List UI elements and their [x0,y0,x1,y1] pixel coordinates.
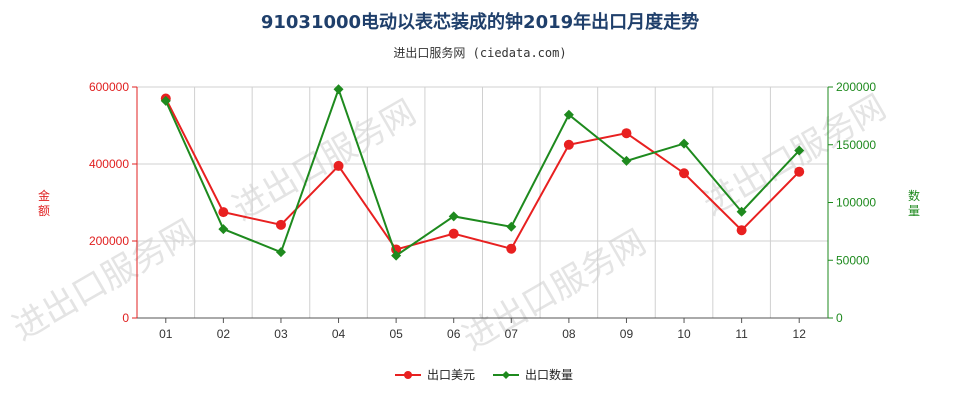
x-axis-tick-label: 01 [159,327,173,341]
data-point-1-06 [448,228,459,239]
data-point-1-12 [794,166,805,177]
legend-label-1: 出口美元 [427,368,475,382]
left-axis-tick-label: 0 [122,311,129,325]
left-axis-label: 金额 [38,188,50,218]
right-axis-tick-label: 100000 [836,196,876,210]
right-axis-tick-label: 0 [836,311,843,325]
watermark-text: 进出口服务网 [226,92,423,229]
data-point-2-10 [679,138,690,149]
left-axis-tick-label: 200000 [89,234,129,248]
x-axis-tick-label: 04 [332,327,346,341]
data-point-2-09 [621,155,632,166]
left-axis-tick-label: 400000 [89,157,129,171]
series-line-2 [164,86,800,258]
data-point-2-07 [506,221,517,232]
x-axis-tick-label: 02 [217,327,231,341]
right-axis-label: 数量 [908,188,920,218]
axis-label-char: 数 [908,188,920,203]
x-axis-tick-label: 08 [562,327,576,341]
x-axis-tick-label: 10 [677,327,691,341]
legend: 出口美元 出口数量 [395,367,573,382]
axis-label-char: 量 [908,204,920,218]
data-point-1-04 [333,160,344,171]
x-axis-tick-label: 07 [505,327,519,341]
series-line-1 [164,98,800,251]
right-axis-tick-label: 200000 [836,80,876,94]
data-point-1-03 [275,219,286,230]
left-axis-tick-label: 600000 [89,80,129,94]
data-point-2-12 [794,145,805,156]
chart-title: 91031000电动以表芯装成的钟2019年出口月度走势 [260,12,700,33]
axes: 0 200000 400000 600000 0 50000 100000 150000 200… [38,80,920,341]
data-point-1-07 [506,243,517,254]
data-point-2-05 [391,250,402,261]
data-point-2-04 [333,84,344,95]
axis-label-char: 金 [38,188,50,203]
legend-marker-2 [502,371,510,379]
data-point-2-03 [275,247,286,258]
data-point-2-02 [218,224,229,235]
x-axis-tick-label: 12 [793,327,807,341]
data-point-1-02 [218,207,229,218]
watermark-text: 进出口服务网 [6,212,203,349]
data-point-1-11 [736,225,747,236]
x-axis-tick-label: 05 [389,327,403,341]
data-point-1-10 [679,168,690,179]
x-axis-tick-label: 03 [274,327,288,341]
chart-subtitle: 进出口服务网 (ciedata.com) [393,46,567,60]
right-axis-tick-label: 50000 [836,253,870,267]
data-point-1-08 [563,139,574,150]
legend-marker-1 [404,371,412,379]
series-layer [160,84,805,261]
right-axis-tick-label: 150000 [836,138,876,152]
legend-label-2: 出口数量 [525,367,573,382]
data-point-2-08 [563,109,574,120]
x-axis-tick-label: 11 [735,327,748,341]
x-axis-tick-label: 06 [447,327,461,341]
data-point-2-11 [736,206,747,217]
data-point-2-01 [160,95,171,106]
data-point-2-06 [448,211,459,222]
data-point-1-09 [621,128,632,139]
axis-label-char: 额 [38,204,50,218]
x-axis-tick-label: 09 [620,327,634,341]
